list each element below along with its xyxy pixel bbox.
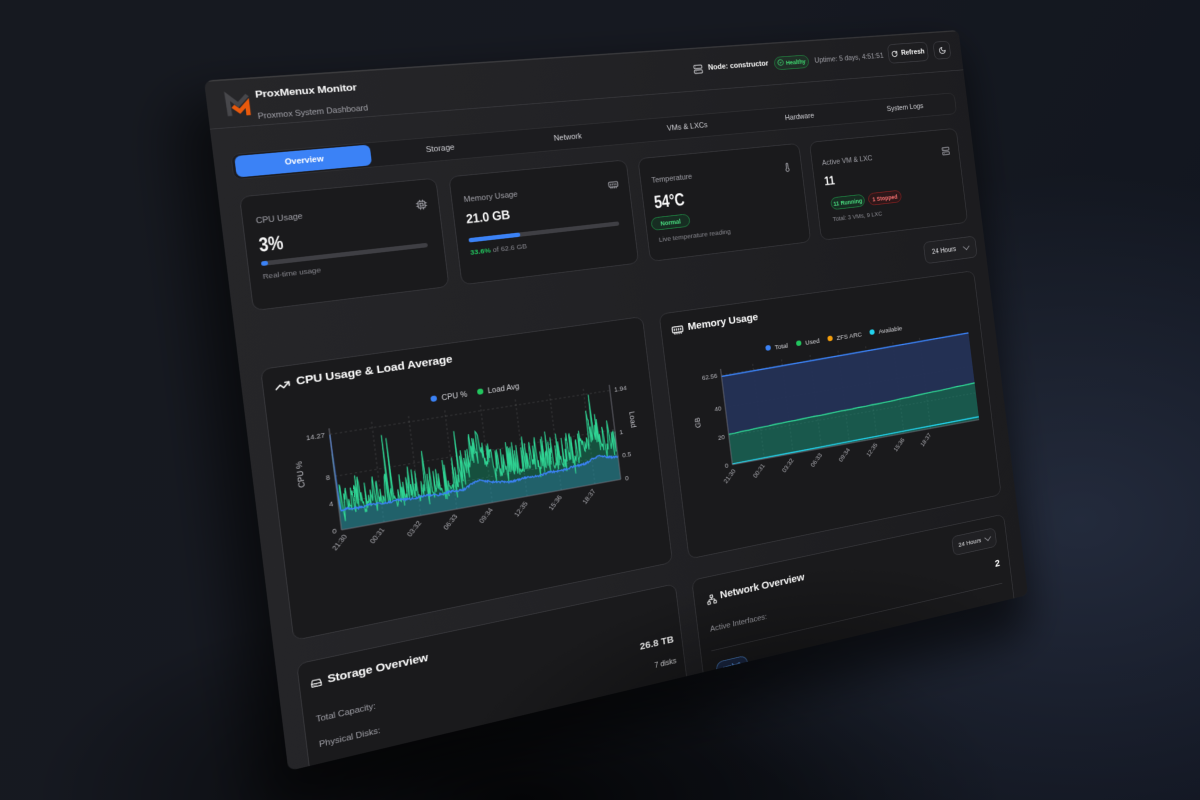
svg-text:15:36: 15:36 [547,494,564,512]
svg-text:GB: GB [693,417,702,429]
svg-text:0: 0 [332,527,337,536]
svg-text:03:32: 03:32 [781,457,796,474]
svg-text:Load: Load [628,411,638,429]
svg-text:0.5: 0.5 [622,450,632,459]
svg-text:18:37: 18:37 [581,488,597,506]
svg-text:1: 1 [619,428,623,436]
svg-text:18:37: 18:37 [919,432,932,448]
svg-text:15:36: 15:36 [892,437,906,453]
svg-text:12:35: 12:35 [512,500,529,518]
svg-text:0: 0 [625,474,629,482]
svg-text:12:35: 12:35 [865,442,879,458]
svg-text:06:33: 06:33 [442,513,460,531]
svg-text:8: 8 [325,473,330,482]
svg-text:00:31: 00:31 [752,462,767,479]
svg-text:09:34: 09:34 [477,506,495,525]
svg-text:CPU %: CPU % [294,461,307,489]
svg-text:0: 0 [724,462,728,470]
svg-text:62.56: 62.56 [702,372,718,382]
svg-text:40: 40 [714,404,722,412]
svg-text:00:31: 00:31 [368,526,386,545]
svg-text:14.27: 14.27 [306,431,326,442]
svg-text:4: 4 [329,500,335,509]
svg-text:21:30: 21:30 [330,533,349,552]
svg-text:03:32: 03:32 [405,519,423,538]
svg-text:20: 20 [718,433,726,441]
svg-text:09:34: 09:34 [837,446,851,463]
svg-text:21:30: 21:30 [722,468,737,485]
svg-text:06:33: 06:33 [809,452,823,469]
svg-text:1.94: 1.94 [614,384,628,393]
